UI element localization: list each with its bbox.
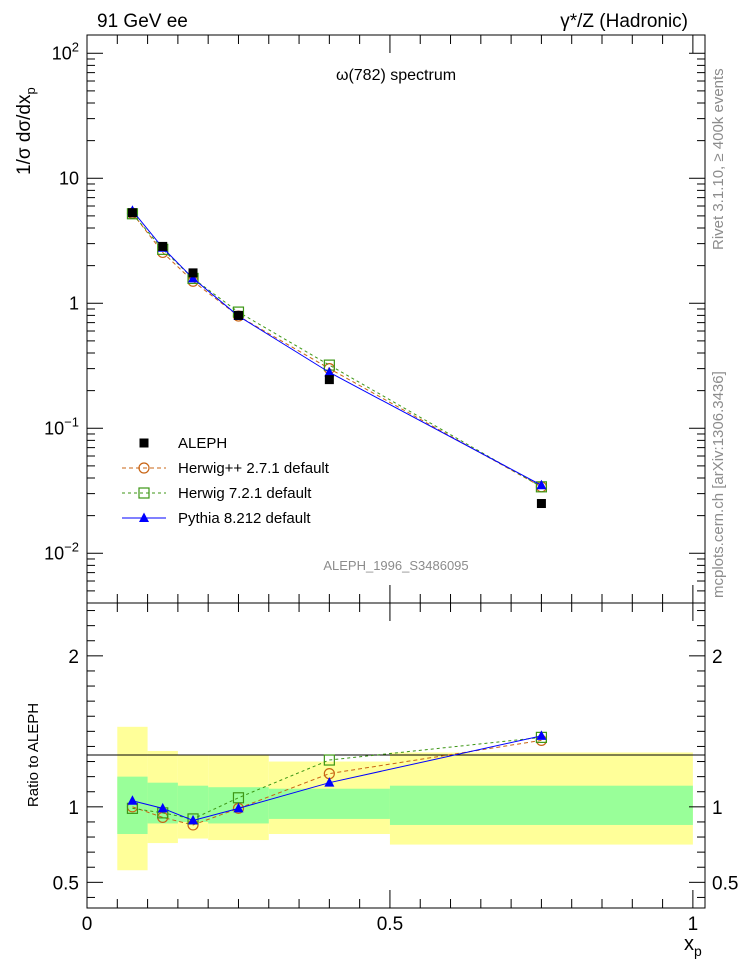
y-tick-label-base: 10 <box>59 168 79 188</box>
data-point <box>536 499 546 509</box>
legend: ALEPH Herwig++ 2.7.1 default Herwig 7.2.1 … <box>122 435 330 527</box>
ratio-marker-pythia <box>188 814 199 825</box>
series-line-herwigpp <box>132 212 542 488</box>
y-tick-label-base: 1 <box>69 293 79 313</box>
y-tick-label-exponent: −2 <box>64 539 79 554</box>
legend-label-herwigpp: Herwig++ 2.7.1 default <box>178 460 330 477</box>
ratio-y-tick-label: 1 <box>68 798 79 819</box>
y-tick-label: 1 <box>69 293 79 313</box>
y-axis-label-main: 1/σ dσ/dxp <box>14 87 38 175</box>
y-tick-label: 10−2 <box>44 539 79 563</box>
ratio-y-tick-label-right: 2 <box>712 647 723 668</box>
data-point <box>324 375 334 385</box>
y-axis-label-subscript: p <box>23 87 38 94</box>
series-marker-pythia <box>536 479 547 490</box>
main-panel: ω(782) spectrum ALEPH_1996_S3486095 1/σ … <box>14 34 706 604</box>
ratio-marker-pythia <box>233 802 244 813</box>
x-axis-label: xp <box>684 933 702 959</box>
ratio-y-tick-label-right: 0.5 <box>712 873 738 894</box>
mcplots-label: mcplots.cern.ch [arXiv:1306.3436] <box>710 371 727 598</box>
ratio-marker-pythia <box>127 795 138 805</box>
analysis-watermark: ALEPH_1996_S3486095 <box>323 558 468 573</box>
legend-marker-data <box>139 438 149 448</box>
y-tick-label-base: 10 <box>52 43 72 63</box>
legend-label-data: ALEPH <box>178 435 227 452</box>
y-tick-label-base: 10 <box>44 418 64 438</box>
legend-marker-pythia <box>139 512 149 522</box>
series-line-pythia <box>132 210 542 486</box>
ratio-y-tick-label: 0.5 <box>53 873 79 894</box>
series-marker-pythia <box>188 272 199 283</box>
legend-label-pythia: Pythia 8.212 default <box>178 510 311 527</box>
ratio-marker-herwig7 <box>232 792 245 804</box>
ratio-line-pythia <box>132 735 542 821</box>
y-tick-label: 10−1 <box>44 414 79 438</box>
ratio-marker-herwig7 <box>323 754 335 766</box>
ratio-marker-pythia <box>324 777 335 787</box>
ratio-band-inner <box>268 788 390 819</box>
plot-title: ω(782) spectrum <box>336 67 456 84</box>
data-point <box>127 208 137 218</box>
ratio-series <box>126 730 548 831</box>
ratio-frame <box>86 602 706 909</box>
ratio-band-inner <box>389 785 693 825</box>
data-point <box>188 268 198 278</box>
series-marker-pythia <box>324 366 335 377</box>
y-tick-label: 10 <box>59 168 79 188</box>
ratio-panel: 0.5 0.51 12 20 0.5 1 Ratio to ALEPH xp <box>25 602 738 959</box>
ratio-marker-pythia <box>157 802 168 813</box>
y-tick-label-base: 10 <box>44 543 64 563</box>
y-tick-label-exponent: 2 <box>72 39 79 54</box>
rivet-label: Rivet 3.1.10, ≥ 400k events <box>710 68 727 250</box>
y-tick-label-exponent: −1 <box>64 414 79 429</box>
x-tick-label: 0 <box>82 914 93 935</box>
ratio-y-tick-label-right: 1 <box>712 798 723 819</box>
ratio-line-herwigpp <box>132 739 542 826</box>
x-axis-label-subscript: p <box>694 943 702 959</box>
legend-marker-herwigpp <box>138 462 150 474</box>
ratio-band-inner <box>117 776 148 835</box>
energy-label: 91 GeV ee <box>97 11 188 32</box>
ratio-y-axis-label: Ratio to ALEPH <box>25 703 42 807</box>
ratio-marker-pythia <box>536 730 547 740</box>
x-tick-label: 0.5 <box>377 914 403 935</box>
main-data-points <box>127 208 546 509</box>
y-tick-label: 102 <box>52 39 79 63</box>
data-point <box>158 241 168 251</box>
series-line-herwig7 <box>132 213 542 488</box>
process-label: γ*/Z (Hadronic) <box>560 11 688 32</box>
ratio-ticks: 0.5 0.51 12 20 0.5 1 <box>53 603 738 935</box>
data-point <box>233 310 243 320</box>
y-axis-label-text: 1/σ dσ/dx <box>14 94 35 175</box>
ratio-y-tick-label: 2 <box>68 647 79 668</box>
x-tick-label: 1 <box>688 914 699 935</box>
x-axis-label-text: x <box>684 933 694 955</box>
ratio-bands <box>117 726 693 871</box>
legend-label-herwig7: Herwig 7.2.1 default <box>178 485 312 502</box>
legend-marker-herwig7 <box>138 487 150 499</box>
